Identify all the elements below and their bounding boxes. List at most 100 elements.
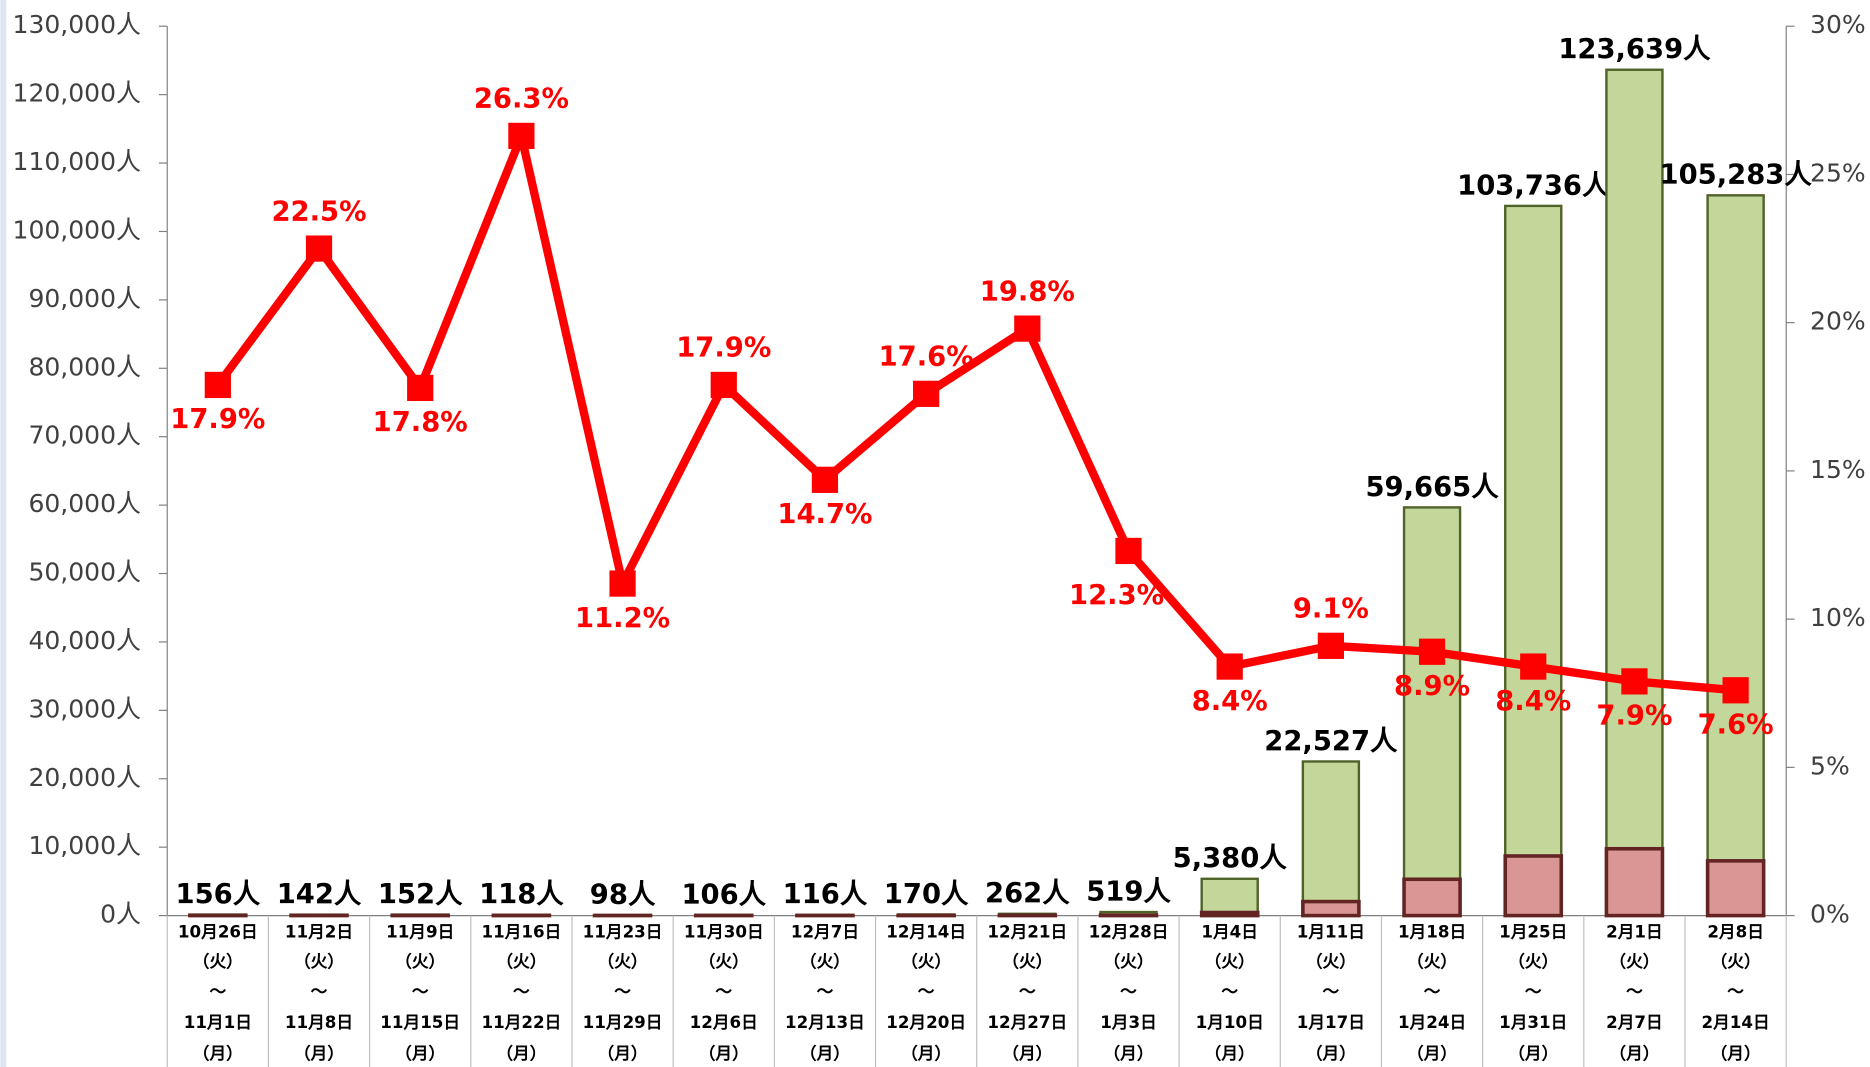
x-tick-line: 2月1日 (1606, 922, 1663, 941)
x-tick-label: 11月30日 （火） ～ 12月6日 （月） (684, 922, 764, 1063)
line-value-label: 8.9% (1394, 671, 1470, 702)
x-tick-line: （火） (1205, 951, 1255, 971)
x-tick-line: 2月7日 (1606, 1012, 1663, 1031)
x-tick-line: （火） (800, 951, 850, 971)
bar-value-label: 5,380人 (1173, 843, 1288, 874)
x-tick-line: 1月10日 (1196, 1012, 1264, 1031)
x-tick-line: 12月27日 (987, 1012, 1067, 1031)
line-value-label: 9.1% (1293, 594, 1369, 625)
bar (1503, 854, 1564, 918)
bar-value-label: 156人 (176, 879, 261, 910)
x-tick-line: 11月29日 (583, 1012, 663, 1031)
y-tick-label: 80,000人 (28, 352, 141, 381)
line-marker (1520, 653, 1547, 680)
bar (1301, 899, 1361, 918)
line-value-label: 26.3% (474, 84, 569, 115)
bar-value-label: 170人 (884, 879, 969, 910)
left-strip (0, 0, 7, 1067)
x-tick-line: （月） (496, 1042, 546, 1062)
x-tick-line: （月） (1711, 1042, 1761, 1062)
x-tick-label: 11月16日 （火） ～ 11月22日 （月） (481, 922, 561, 1063)
x-tick-line: 1月4日 (1201, 922, 1258, 941)
bar (1604, 846, 1665, 918)
bar (1605, 68, 1664, 917)
x-tick-line: ～ (1323, 981, 1340, 1000)
x-tick-line: ～ (1525, 981, 1542, 1000)
bar (1200, 877, 1259, 917)
line-value-label: 11.2% (575, 603, 670, 634)
bar (1402, 506, 1462, 917)
y2-tick-label: 20% (1810, 307, 1866, 336)
bar (1402, 877, 1462, 918)
line-value-label: 14.7% (777, 499, 872, 530)
x-tick-line: 12月20日 (886, 1012, 966, 1031)
bar (1301, 760, 1361, 917)
x-tick-line: （月） (1609, 1042, 1659, 1062)
x-tick-line: （月） (1306, 1042, 1356, 1062)
line-marker (508, 122, 535, 150)
x-tick-line: （月） (901, 1042, 951, 1062)
bar (1199, 910, 1260, 918)
x-tick-line: ～ (412, 981, 429, 1000)
x-tick-line: 12月13日 (785, 1012, 865, 1031)
bar (1504, 204, 1563, 917)
x-tick-line: 10月26日 (178, 922, 258, 941)
x-tick-line: 1月17日 (1297, 1012, 1365, 1031)
y-tick-label: 30,000人 (28, 694, 141, 723)
x-tick-line: 12月28日 (1089, 922, 1169, 941)
line (214, 131, 1736, 695)
line-marker (1115, 537, 1142, 565)
line-marker (1216, 653, 1243, 680)
y2-tick-label: 5% (1810, 751, 1850, 780)
x-tick-line: 1月11日 (1297, 922, 1365, 941)
x-tick-label: 11月2日 （火） ～ 11月8日 （月） (285, 922, 353, 1063)
y2-tick-label: 0% (1810, 900, 1850, 929)
x-tick-line: 2月8日 (1707, 922, 1764, 941)
x-tick-line: 11月30日 (684, 922, 764, 941)
bar (1705, 859, 1766, 918)
bar-value-label: 22,527人 (1264, 726, 1398, 757)
line-marker (710, 371, 737, 399)
line-marker (811, 466, 839, 493)
x-tick-line: （月） (1508, 1042, 1558, 1062)
x-tick-line: （火） (598, 951, 648, 971)
x-tick-line: （月） (800, 1042, 850, 1062)
line-marker (1722, 677, 1749, 704)
x-tick-line: （月） (1407, 1042, 1457, 1062)
x-tick-line: ～ (817, 981, 834, 1000)
x-tick-line: 12月7日 (791, 922, 859, 941)
x-tick-line: （月） (1002, 1042, 1052, 1062)
x-tick-line: （月） (1103, 1042, 1153, 1062)
line-value-label: 8.4% (1192, 686, 1268, 717)
y2-tick-label: 10% (1810, 603, 1866, 632)
bar-value-label: 103,736人 (1457, 170, 1610, 201)
line-value-label: 7.9% (1596, 701, 1672, 732)
line-marker (1317, 632, 1344, 659)
x-tick-label: 2月1日 （火） ～ 2月7日 （月） (1606, 922, 1663, 1063)
x-tick-line: （火） (395, 951, 445, 971)
line-marker (204, 371, 231, 399)
x-tick-line: ～ (715, 981, 732, 1000)
line-value-label: 8.4% (1495, 686, 1571, 717)
y2-tick-label: 30% (1810, 10, 1866, 39)
bar-value-label: 105,283人 (1660, 160, 1813, 191)
x-tick-label: 12月21日 （火） ～ 12月27日 （月） (987, 922, 1067, 1063)
x-tick-line: （月） (1205, 1042, 1255, 1062)
y-tick-label: 0人 (100, 900, 141, 929)
y2-tick-label: 15% (1810, 455, 1866, 484)
y-tick-label: 90,000人 (28, 284, 141, 313)
x-tick-line: 11月8日 (285, 1012, 353, 1031)
x-tick-line: （火） (1002, 951, 1052, 971)
line-value-label: 17.8% (373, 407, 468, 438)
x-tick-label: 1月18日 （火） ～ 1月24日 （月） (1398, 922, 1466, 1063)
bar-value-label: 142人 (277, 879, 362, 910)
y-tick-label: 60,000人 (28, 489, 141, 518)
x-tick-line: 11月1日 (184, 1012, 252, 1031)
x-tick-line: 11月23日 (583, 922, 663, 941)
x-tick-line: （火） (496, 951, 546, 971)
x-tick-line: （火） (1609, 951, 1659, 971)
x-tick-line: （月） (598, 1042, 648, 1062)
bar-value-label: 152人 (378, 879, 463, 910)
x-tick-line: （月） (294, 1042, 344, 1062)
